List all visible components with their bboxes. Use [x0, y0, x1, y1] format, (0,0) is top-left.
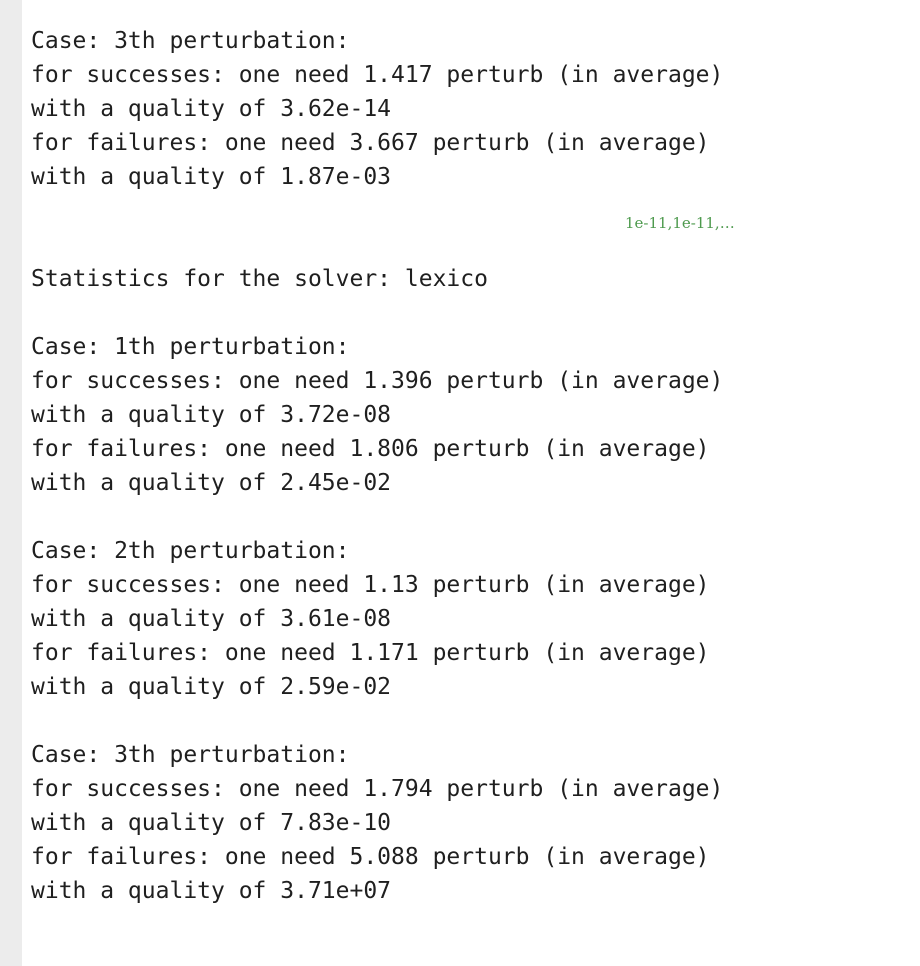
failures-line: for failures: one need 3.667 perturb (in…	[31, 130, 710, 156]
successes-line: for successes: one need 1.396 perturb (i…	[31, 368, 724, 394]
failures-quality-line: with a quality of 3.71e+07	[31, 878, 392, 904]
spacer	[31, 296, 901, 330]
case-block: Case: 2th perturbation: for successes: o…	[31, 534, 901, 704]
spacer	[31, 500, 901, 534]
successes-quality-line: with a quality of 3.72e-08	[31, 402, 392, 428]
successes-line: for successes: one need 1.13 perturb (in…	[31, 572, 710, 598]
failures-line: for failures: one need 5.088 perturb (in…	[31, 844, 710, 870]
failures-line: for failures: one need 1.171 perturb (in…	[31, 640, 710, 666]
case-heading: Case: 3th perturbation:	[31, 742, 350, 768]
case-block: Case: 1th perturbation: for successes: o…	[31, 330, 901, 500]
case-heading: Case: 1th perturbation:	[31, 334, 350, 360]
output-gutter	[0, 0, 22, 966]
case-block: Case: 3th perturbation: for successes: o…	[31, 24, 901, 194]
annotation-text: 1e-11,1e-11,…	[625, 214, 735, 232]
solver-header: Statistics for the solver: lexico	[31, 266, 488, 292]
successes-quality-line: with a quality of 3.61e-08	[31, 606, 392, 632]
failures-line: for failures: one need 1.806 perturb (in…	[31, 436, 710, 462]
successes-line: for successes: one need 1.794 perturb (i…	[31, 776, 724, 802]
case-block: Case: 3th perturbation: for successes: o…	[31, 738, 901, 908]
cell-output: Case: 3th perturbation: for successes: o…	[31, 24, 901, 908]
successes-quality-line: with a quality of 7.83e-10	[31, 810, 392, 836]
case-heading: Case: 2th perturbation:	[31, 538, 350, 564]
failures-quality-line: with a quality of 2.59e-02	[31, 674, 392, 700]
failures-quality-line: with a quality of 1.87e-03	[31, 164, 392, 190]
annotation-row: 1e-11,1e-11,…	[31, 194, 901, 262]
failures-quality-line: with a quality of 2.45e-02	[31, 470, 392, 496]
case-heading: Case: 3th perturbation:	[31, 28, 350, 54]
spacer	[31, 704, 901, 738]
successes-line: for successes: one need 1.417 perturb (i…	[31, 62, 724, 88]
successes-quality-line: with a quality of 3.62e-14	[31, 96, 392, 122]
